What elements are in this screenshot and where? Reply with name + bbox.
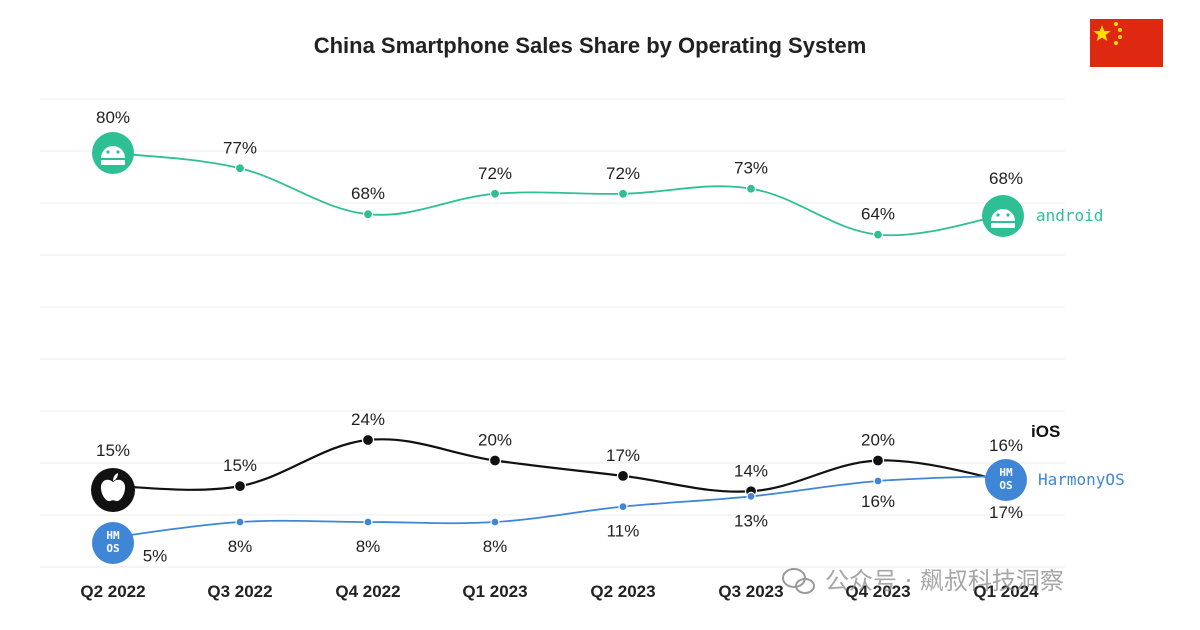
gridlines xyxy=(40,98,1065,568)
series-line-ios xyxy=(112,438,1007,493)
data-labels: 80% 77% 68% 72% 72% 73% 64% 68% 15% 15% 24% 20% 17% 1… xyxy=(96,108,1023,565)
harmony-badge-text: HM xyxy=(999,466,1013,479)
data-point-harmonyos xyxy=(490,517,500,527)
watermark-text: 公众号 · 飙叔科技洞察 xyxy=(825,567,1064,595)
data-point-harmonyos xyxy=(363,517,373,527)
x-tick-label: Q2 2023 xyxy=(590,582,655,601)
data-point-android xyxy=(362,209,374,220)
data-label-harmonyos: 8% xyxy=(483,537,508,556)
legend-ios: iOS xyxy=(1031,422,1060,441)
data-point-android xyxy=(745,183,757,194)
data-label-ios: 17% xyxy=(606,446,640,465)
data-point-ios xyxy=(488,454,502,467)
x-tick-label: Q2 2022 xyxy=(80,582,145,601)
data-point-harmonyos xyxy=(746,491,756,501)
data-point-android xyxy=(234,163,246,174)
data-label-harmonyos: 5% xyxy=(143,546,168,565)
data-label-android: 77% xyxy=(223,138,257,157)
data-label-android: 73% xyxy=(734,159,768,178)
data-label-android: 64% xyxy=(861,205,895,224)
data-label-ios: 15% xyxy=(96,441,130,460)
harmonyos-icon: HM OS xyxy=(92,522,134,564)
android-icon xyxy=(92,132,134,174)
data-label-android: 68% xyxy=(351,184,385,203)
data-label-harmonyos: 16% xyxy=(861,492,895,511)
data-label-harmonyos: 8% xyxy=(356,537,381,556)
data-label-android: 80% xyxy=(96,108,130,127)
data-label-ios: 16% xyxy=(989,436,1023,455)
x-tick-label: Q3 2023 xyxy=(718,582,783,601)
watermark: 公众号 · 飙叔科技洞察 xyxy=(782,567,1064,595)
data-point-harmonyos xyxy=(235,517,245,527)
data-label-ios: 20% xyxy=(478,431,512,450)
data-point-android xyxy=(489,188,501,199)
data-points xyxy=(233,163,885,527)
wechat-icon xyxy=(782,568,815,594)
harmony-badge-text: HM xyxy=(106,529,120,542)
data-label-harmonyos: 17% xyxy=(989,503,1023,522)
data-label-harmonyos: 13% xyxy=(734,511,768,530)
series-line-harmonyos xyxy=(112,474,1007,539)
harmony-badge-text: OS xyxy=(999,479,1012,492)
data-label-android: 68% xyxy=(989,169,1023,188)
data-point-ios xyxy=(233,480,247,493)
data-label-android: 72% xyxy=(478,164,512,183)
data-point-harmonyos xyxy=(873,476,883,486)
android-icon xyxy=(982,195,1024,237)
data-point-android xyxy=(872,229,884,240)
x-tick-label: Q3 2022 xyxy=(207,582,272,601)
x-tick-label: Q1 2024 xyxy=(973,582,1039,601)
data-label-ios: 24% xyxy=(351,410,385,429)
data-point-ios xyxy=(361,433,375,447)
x-axis-ticks: Q2 2022 Q3 2022 Q4 2022 Q1 2023 Q2 2023 Q3 20… xyxy=(80,582,1039,601)
data-label-android: 72% xyxy=(606,164,640,183)
data-label-ios: 20% xyxy=(861,431,895,450)
data-point-ios xyxy=(616,469,630,482)
harmonyos-icon: HM OS xyxy=(985,459,1027,501)
data-label-ios: 15% xyxy=(223,456,257,475)
china-flag xyxy=(1090,19,1163,67)
data-label-harmonyos: 8% xyxy=(228,537,253,556)
x-tick-label: Q4 2022 xyxy=(335,582,400,601)
data-point-android xyxy=(617,188,629,199)
data-label-harmonyos: 11% xyxy=(607,522,640,541)
series-line-android xyxy=(112,152,1007,237)
data-point-ios xyxy=(871,454,885,467)
legend-android: android xyxy=(1036,206,1103,225)
x-tick-label: Q1 2023 xyxy=(462,582,527,601)
series-lines xyxy=(112,152,1007,539)
x-tick-label: Q4 2023 xyxy=(845,582,910,601)
apple-icon xyxy=(91,468,135,512)
legend-harmonyos: HarmonyOS xyxy=(1038,470,1125,489)
chart-title: China Smartphone Sales Share by Operatin… xyxy=(314,33,867,58)
data-point-harmonyos xyxy=(618,502,628,512)
data-label-ios: 14% xyxy=(734,461,768,480)
harmony-badge-text: OS xyxy=(106,542,119,555)
